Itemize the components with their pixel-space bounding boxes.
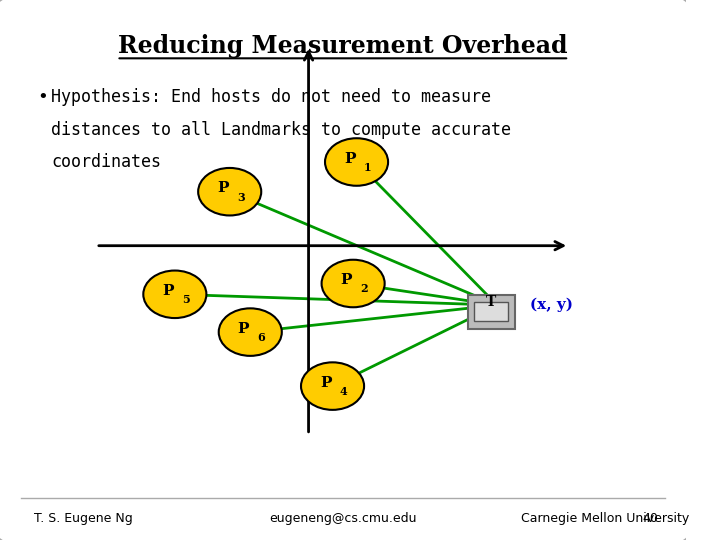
Text: P: P bbox=[217, 181, 228, 195]
Text: 40: 40 bbox=[642, 512, 658, 525]
Text: Reducing Measurement Overhead: Reducing Measurement Overhead bbox=[118, 34, 567, 58]
Text: coordinates: coordinates bbox=[51, 153, 161, 171]
Text: 2: 2 bbox=[360, 284, 368, 294]
Ellipse shape bbox=[198, 168, 261, 215]
Text: 5: 5 bbox=[182, 294, 189, 305]
Text: P: P bbox=[341, 273, 352, 287]
Ellipse shape bbox=[219, 308, 282, 356]
Ellipse shape bbox=[301, 362, 364, 410]
Text: Hypothesis: End hosts do not need to measure: Hypothesis: End hosts do not need to mea… bbox=[51, 88, 492, 106]
Text: P: P bbox=[238, 322, 249, 336]
Text: 4: 4 bbox=[340, 386, 347, 397]
FancyBboxPatch shape bbox=[0, 0, 689, 540]
FancyBboxPatch shape bbox=[467, 295, 515, 329]
Text: 6: 6 bbox=[257, 332, 265, 343]
Text: T: T bbox=[486, 295, 496, 309]
Text: P: P bbox=[344, 152, 356, 166]
FancyBboxPatch shape bbox=[474, 302, 508, 321]
Ellipse shape bbox=[143, 271, 207, 318]
Text: T. S. Eugene Ng: T. S. Eugene Ng bbox=[35, 512, 133, 525]
Ellipse shape bbox=[325, 138, 388, 186]
Text: Carnegie Mellon University: Carnegie Mellon University bbox=[521, 512, 689, 525]
Text: P: P bbox=[162, 284, 174, 298]
Text: •: • bbox=[37, 88, 48, 106]
Text: (x, y): (x, y) bbox=[530, 298, 573, 312]
Text: eugeneng@cs.cmu.edu: eugeneng@cs.cmu.edu bbox=[269, 512, 417, 525]
Text: 3: 3 bbox=[237, 192, 245, 202]
Ellipse shape bbox=[322, 260, 384, 307]
Text: P: P bbox=[320, 376, 331, 390]
Text: 1: 1 bbox=[364, 162, 372, 173]
Text: distances to all Landmarks to compute accurate: distances to all Landmarks to compute ac… bbox=[51, 120, 511, 139]
